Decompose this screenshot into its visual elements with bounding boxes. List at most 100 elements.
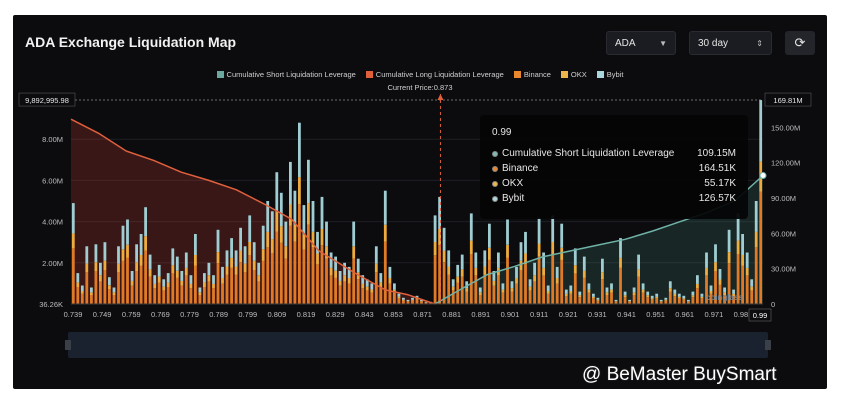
legend-item[interactable]: OKX <box>560 70 587 79</box>
okx-bar <box>488 247 491 260</box>
okx-bar <box>121 249 125 261</box>
bybit-bar <box>533 262 536 276</box>
binance-bar <box>180 285 184 304</box>
bybit-bar <box>343 262 346 276</box>
okx-bar <box>90 292 93 295</box>
binance-bar <box>406 301 410 304</box>
okx-bar <box>139 255 143 266</box>
x-tick-label: 0.739 <box>64 310 83 319</box>
x-tick-label: 0.779 <box>180 310 199 319</box>
bybit-bar <box>456 264 460 277</box>
okx-bar <box>166 282 170 287</box>
refresh-button[interactable]: ⟳ <box>785 31 815 55</box>
legend-item[interactable]: Bybit <box>596 70 623 79</box>
okx-bar <box>184 267 188 276</box>
scroller-handle-left[interactable] <box>65 340 71 350</box>
tooltip-title: 0.99 <box>492 127 512 138</box>
legend-item[interactable]: Binance <box>513 70 551 79</box>
binance-bar <box>515 283 518 304</box>
binance-bar <box>632 294 636 304</box>
refresh-icon: ⟳ <box>794 35 806 50</box>
bybit-bar <box>71 203 75 234</box>
bybit-bar <box>99 262 102 276</box>
okx-bar <box>451 286 455 291</box>
bybit-bar <box>623 291 627 296</box>
bybit-bar <box>465 281 469 289</box>
bybit-bar <box>216 229 220 252</box>
okx-bar <box>438 229 441 246</box>
binance-bar <box>451 290 455 304</box>
bybit-bar <box>275 172 279 212</box>
liquidation-chart: 8.00M 6.00M 4.00M 2.00M 36.26K 9,892,995.98 16… <box>18 92 812 322</box>
legend-item[interactable]: Cumulative Long Liquidation Leverage <box>365 70 504 79</box>
bybit-bar <box>248 215 252 242</box>
okx-bar <box>252 260 256 270</box>
y-left-max-label: 9,892,995.98 <box>25 96 69 105</box>
bybit-bar <box>383 190 387 225</box>
tooltip-row: Bybit 126.57K <box>492 191 736 206</box>
binance-bar <box>243 272 247 304</box>
okx-bar <box>492 280 496 286</box>
range-scroller[interactable] <box>65 332 771 358</box>
bybit-bar <box>239 227 242 251</box>
okx-bar <box>551 242 555 256</box>
x-tick-label: 0.819 <box>297 310 316 319</box>
okx-bar <box>564 293 568 297</box>
binance-bar <box>560 259 564 304</box>
legend-item[interactable]: Cumulative Short Liquidation Leverage <box>216 70 356 79</box>
tooltip-dot <box>492 180 498 187</box>
okx-bar <box>329 267 333 276</box>
binance-bar <box>447 274 451 304</box>
okx-bar <box>99 275 102 282</box>
okx-bar <box>723 292 726 295</box>
bybit-bar <box>564 289 568 294</box>
bybit-bar <box>388 266 392 278</box>
binance-bar <box>528 290 532 304</box>
binance-bar <box>533 281 536 304</box>
okx-bar <box>103 260 107 270</box>
okx-bar <box>108 285 111 290</box>
binance-bar <box>252 270 256 304</box>
okx-bar <box>718 279 722 285</box>
bybit-bar <box>573 248 577 266</box>
bybit-bar <box>501 283 505 290</box>
binance-bar <box>460 276 464 304</box>
okx-bar <box>696 283 699 289</box>
tooltip-series-value: 55.17K <box>704 178 736 189</box>
bybit-bar <box>709 285 713 292</box>
okx-bar <box>741 255 744 266</box>
okx-bar <box>311 231 315 248</box>
binance-bar <box>203 287 206 304</box>
binance-bar <box>397 298 401 304</box>
binance-bar <box>682 299 686 304</box>
okx-bar <box>221 278 224 284</box>
okx-bar <box>397 296 401 299</box>
tooltip-row: Cumulative Short Liquidation Leverage 109… <box>492 146 736 161</box>
bybit-bar <box>203 273 206 283</box>
okx-bar <box>754 231 758 248</box>
bybit-bar <box>361 275 365 284</box>
binance-bar <box>438 245 441 304</box>
bybit-bar <box>379 273 383 283</box>
binance-bar <box>637 276 640 304</box>
coin-select[interactable]: ADA ▼ <box>606 31 676 55</box>
binance-bar <box>551 255 555 304</box>
binance-bar <box>619 267 622 304</box>
okx-bar <box>298 177 301 205</box>
bybit-bar <box>311 201 315 232</box>
binance-bar <box>433 255 437 304</box>
y-right-tick-label: 150.00M <box>771 123 800 132</box>
okx-bar <box>266 231 270 248</box>
bybit-bar <box>546 285 550 292</box>
bybit-bar <box>85 246 89 264</box>
bybit-bar <box>198 287 202 293</box>
binance-bar <box>343 281 346 304</box>
period-select[interactable]: 30 day ⇕ <box>689 31 772 55</box>
tooltip-series-name: Cumulative Short Liquidation Leverage <box>502 148 675 159</box>
okx-bar <box>415 298 419 300</box>
okx-bar <box>320 229 324 246</box>
scroller-handle-right[interactable] <box>765 340 771 350</box>
binance-bar <box>506 257 509 304</box>
bybit-bar <box>700 293 704 297</box>
okx-bar <box>714 262 717 272</box>
